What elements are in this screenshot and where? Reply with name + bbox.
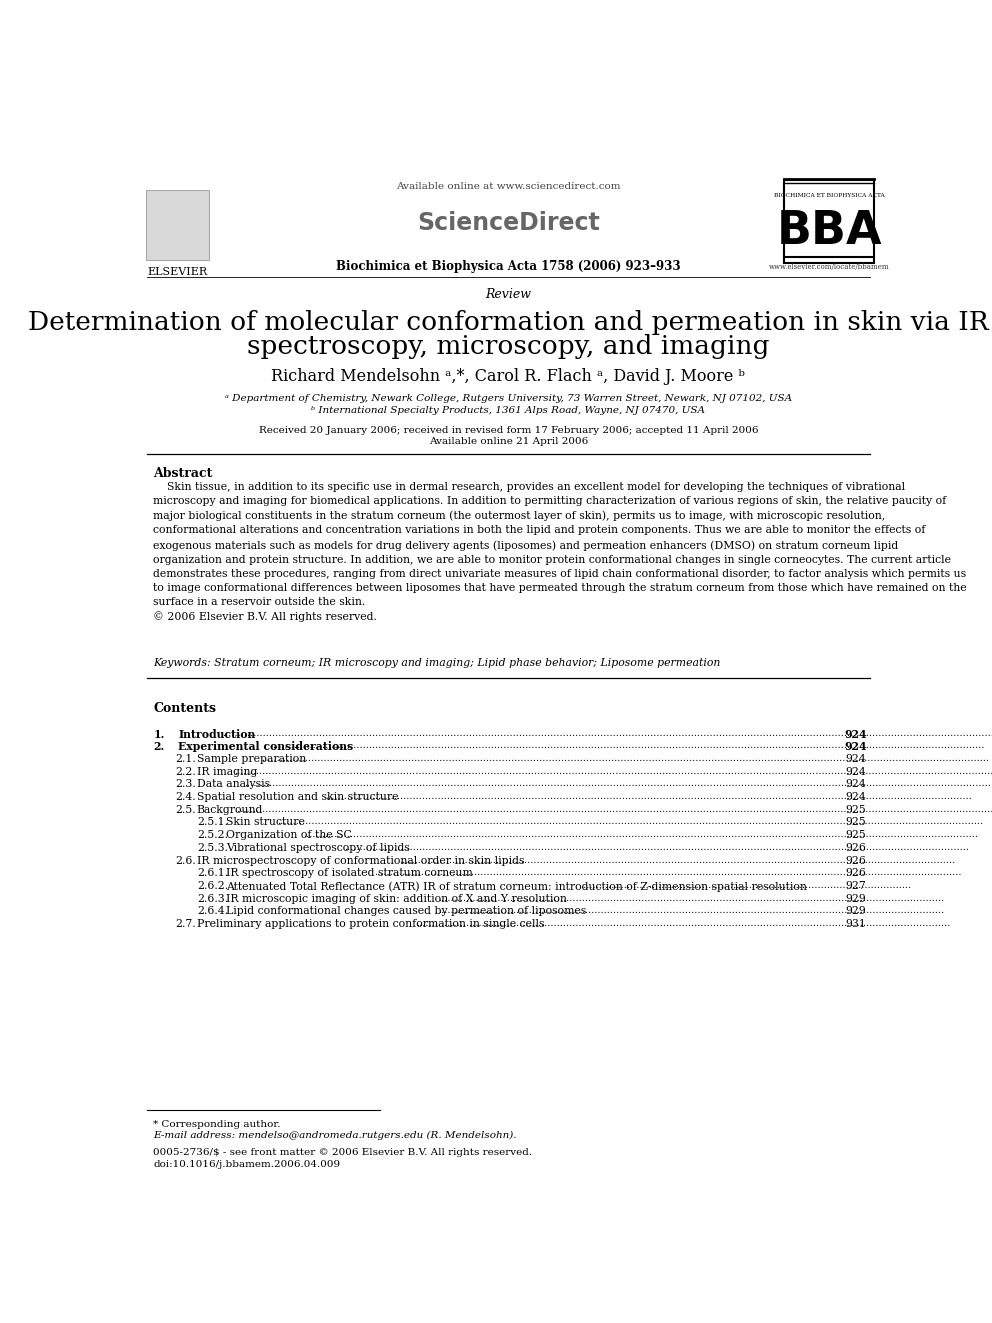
Text: 924: 924 <box>844 741 866 753</box>
Text: 2.6.2.: 2.6.2. <box>196 881 228 890</box>
Text: 924: 924 <box>846 779 866 790</box>
Text: Contents: Contents <box>154 703 216 716</box>
Text: 2.5.3.: 2.5.3. <box>196 843 228 853</box>
Text: www.elsevier.com/locate/bbamem: www.elsevier.com/locate/bbamem <box>769 263 890 271</box>
Text: Review: Review <box>485 288 532 302</box>
Text: 924: 924 <box>844 729 866 740</box>
Text: ................................................................................: ........................................… <box>438 906 944 916</box>
Text: ................................................................................: ........................................… <box>304 831 978 839</box>
Text: 925: 925 <box>846 831 866 840</box>
Text: 926: 926 <box>845 843 866 853</box>
Text: 927: 927 <box>846 881 866 890</box>
Text: Preliminary applications to protein conformation in single cells: Preliminary applications to protein conf… <box>196 919 545 929</box>
Text: Data analysis: Data analysis <box>196 779 270 790</box>
Text: ................................................................................: ........................................… <box>344 843 969 852</box>
Text: Biochimica et Biophysica Acta 1758 (2006) 923–933: Biochimica et Biophysica Acta 1758 (2006… <box>336 261 681 274</box>
Text: 925: 925 <box>846 804 866 815</box>
Text: ................................................................................: ........................................… <box>261 754 989 763</box>
Text: ................................................................................: ........................................… <box>324 792 971 802</box>
Text: ELSEVIER: ELSEVIER <box>148 267 207 278</box>
Text: Available online 21 April 2006: Available online 21 April 2006 <box>429 438 588 446</box>
Text: Richard Mendelsohn ᵃ,*, Carol R. Flach ᵃ, David J. Moore ᵇ: Richard Mendelsohn ᵃ,*, Carol R. Flach ᵃ… <box>272 368 745 385</box>
Text: 2.6.1.: 2.6.1. <box>196 868 228 878</box>
Text: Skin tissue, in addition to its specific use in dermal research, provides an exc: Skin tissue, in addition to its specific… <box>154 482 967 623</box>
Text: Spatial resolution and skin structure: Spatial resolution and skin structure <box>196 792 399 802</box>
Text: 924: 924 <box>846 792 866 802</box>
Text: IR spectroscopy of isolated stratum corneum: IR spectroscopy of isolated stratum corn… <box>226 868 473 878</box>
Text: ................................................................................: ........................................… <box>244 779 991 789</box>
Text: ................................................................................: ........................................… <box>273 741 985 750</box>
Text: Organization of the SC: Organization of the SC <box>226 831 352 840</box>
Text: 2.5.1.: 2.5.1. <box>196 818 228 827</box>
Text: Background: Background <box>196 804 263 815</box>
Text: spectroscopy, microscopy, and imaging: spectroscopy, microscopy, and imaging <box>247 335 770 360</box>
Text: Keywords: Stratum corneum; IR microscopy and imaging; Lipid phase behavior; Lipo: Keywords: Stratum corneum; IR microscopy… <box>154 658 721 668</box>
Text: ................................................................................: ........................................… <box>374 868 962 877</box>
Text: 2.4.: 2.4. <box>176 792 195 802</box>
Text: IR microspectroscopy of conformational order in skin lipids: IR microspectroscopy of conformational o… <box>196 856 525 865</box>
Text: ................................................................................: ........................................… <box>580 881 912 890</box>
Text: 2.1.: 2.1. <box>176 754 195 763</box>
Text: 924: 924 <box>846 766 866 777</box>
Text: 929: 929 <box>846 894 866 904</box>
Text: 2.6.4.: 2.6.4. <box>196 906 228 917</box>
Text: BIOCHIMICA ET BIOPHYSICA ACTA: BIOCHIMICA ET BIOPHYSICA ACTA <box>774 193 885 197</box>
Text: 2.3.: 2.3. <box>176 779 195 790</box>
Text: 924: 924 <box>846 754 866 763</box>
Bar <box>785 180 874 263</box>
Text: 2.5.: 2.5. <box>176 804 195 815</box>
Text: Available online at www.sciencedirect.com: Available online at www.sciencedirect.co… <box>396 181 621 191</box>
Text: doi:10.1016/j.bbamem.2006.04.009: doi:10.1016/j.bbamem.2006.04.009 <box>154 1160 340 1168</box>
Text: Introduction: Introduction <box>179 729 256 740</box>
Text: 0005-2736/$ - see front matter © 2006 Elsevier B.V. All rights reserved.: 0005-2736/$ - see front matter © 2006 El… <box>154 1148 533 1158</box>
Text: Determination of molecular conformation and permeation in skin via IR: Determination of molecular conformation … <box>28 310 989 335</box>
Text: * Corresponding author.: * Corresponding author. <box>154 1119 281 1129</box>
Text: 1.: 1. <box>154 729 165 740</box>
Text: 931: 931 <box>845 919 866 929</box>
Text: ................................................................................: ........................................… <box>234 766 992 775</box>
Text: ................................................................................: ........................................… <box>234 804 992 814</box>
Text: 2.6.3.: 2.6.3. <box>196 894 228 904</box>
Text: ................................................................................: ........................................… <box>399 856 955 865</box>
Text: Sample preparation: Sample preparation <box>196 754 307 763</box>
Text: ScienceDirect: ScienceDirect <box>417 212 600 235</box>
Text: 925: 925 <box>846 818 866 827</box>
Text: 926: 926 <box>845 868 866 878</box>
Text: ᵇ International Specialty Products, 1361 Alps Road, Wayne, NJ 07470, USA: ᵇ International Specialty Products, 1361… <box>311 406 705 415</box>
Text: Experimental considerations: Experimental considerations <box>179 741 353 753</box>
Text: E-mail address: mendelso@andromeda.rutgers.edu (R. Mendelsohn).: E-mail address: mendelso@andromeda.rutge… <box>154 1131 517 1140</box>
Text: 2.6.: 2.6. <box>176 856 195 865</box>
Text: ................................................................................: ........................................… <box>416 919 950 929</box>
Text: Skin structure: Skin structure <box>226 818 306 827</box>
Text: ᵃ Department of Chemistry, Newark College, Rutgers University, 73 Warren Street,: ᵃ Department of Chemistry, Newark Colleg… <box>225 394 792 402</box>
Text: Vibrational spectroscopy of lipids: Vibrational spectroscopy of lipids <box>226 843 410 853</box>
Text: BBA: BBA <box>777 209 882 254</box>
Bar <box>146 189 209 261</box>
Text: IR microscopic imaging of skin: addition of X and Y resolution: IR microscopic imaging of skin: addition… <box>226 894 567 904</box>
Text: 929: 929 <box>846 906 866 917</box>
Text: ................................................................................: ........................................… <box>438 894 944 902</box>
Text: IR imaging: IR imaging <box>196 766 257 777</box>
Text: 2.2.: 2.2. <box>176 766 195 777</box>
Text: Lipid conformational changes caused by permeation of liposomes: Lipid conformational changes caused by p… <box>226 906 586 917</box>
Text: 2.7.: 2.7. <box>176 919 195 929</box>
Text: Abstract: Abstract <box>154 467 213 480</box>
Text: ................................................................................: ........................................… <box>277 818 983 827</box>
Text: 2.: 2. <box>154 741 165 753</box>
Text: Attenuated Total Reflectance (ATR) IR of stratum corneum: introduction of Z-dime: Attenuated Total Reflectance (ATR) IR of… <box>226 881 807 892</box>
Text: ................................................................................: ........................................… <box>222 729 992 737</box>
Text: Received 20 January 2006; received in revised form 17 February 2006; accepted 11: Received 20 January 2006; received in re… <box>259 426 758 435</box>
Text: 2.5.2.: 2.5.2. <box>196 831 228 840</box>
Text: 926: 926 <box>845 856 866 865</box>
